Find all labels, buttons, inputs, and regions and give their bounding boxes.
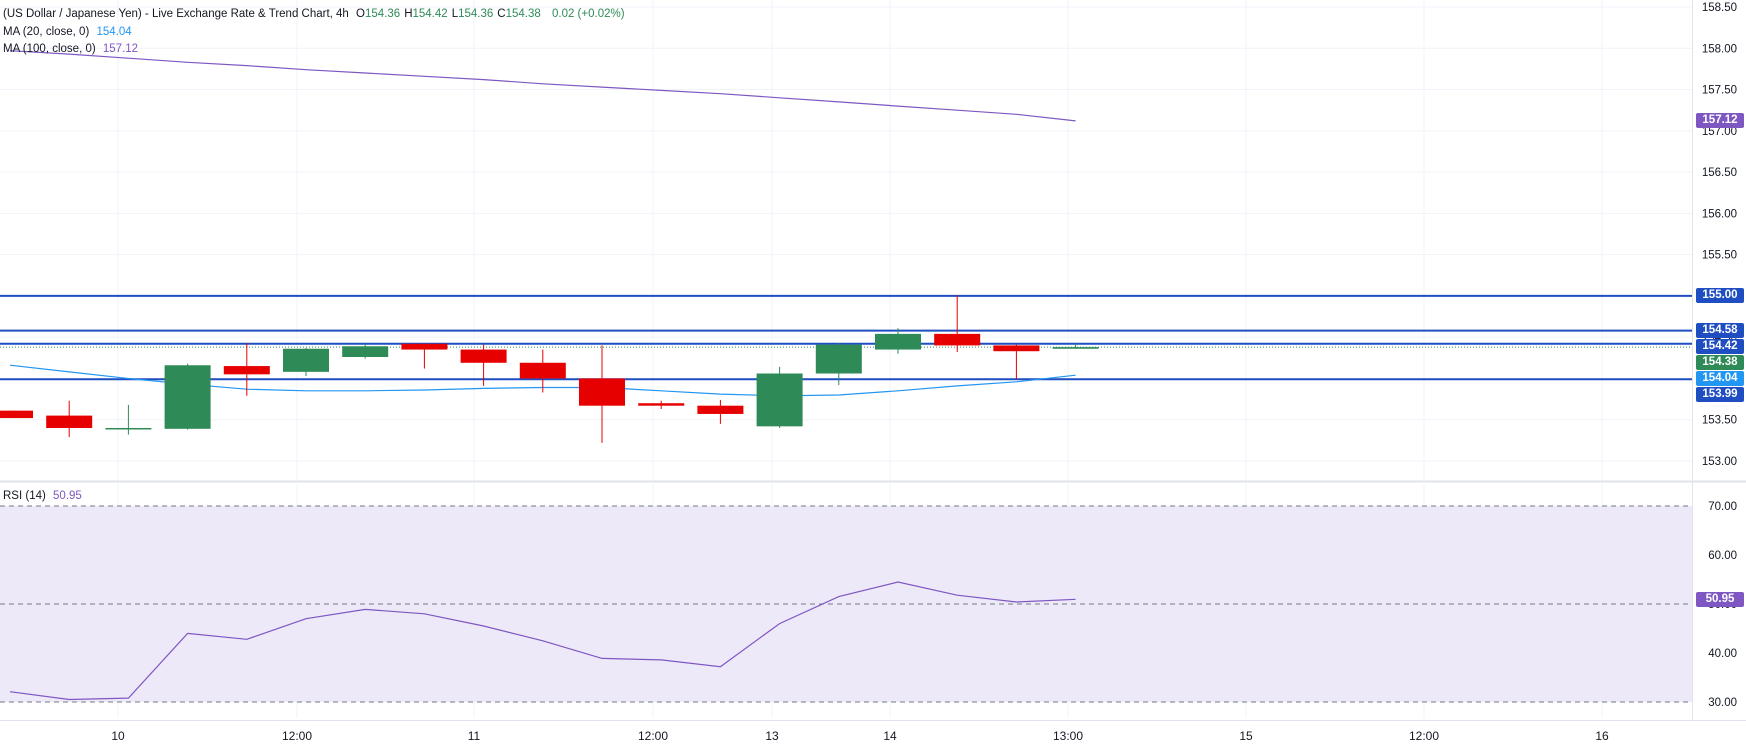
time-tick-label: 12:00 [1409, 729, 1439, 743]
time-tick-label: 13:00 [1053, 729, 1083, 743]
candle-body [638, 403, 685, 406]
ohlc-label: C [497, 8, 506, 20]
price-tag: 154.38 [1696, 355, 1744, 371]
price-tag: 153.99 [1696, 387, 1744, 403]
time-tick-label: 13 [765, 729, 779, 743]
price-tag: 154.04 [1696, 371, 1744, 387]
symbol-title: (US Dollar / Japanese Yen) - Live Exchan… [3, 8, 349, 20]
candle-body [283, 348, 329, 372]
candle-body [401, 343, 448, 350]
price-tick-label: 157.50 [1702, 85, 1737, 97]
rsi-tick-label: 60.00 [1708, 550, 1737, 562]
ohlc-value: 154.36 [365, 8, 401, 20]
price-tick-label: 157.00 [1702, 126, 1737, 138]
time-tick-label: 10 [111, 729, 125, 743]
candle-body [815, 344, 862, 374]
price-tag: 154.58 [1696, 323, 1744, 339]
ma100-line [9, 50, 1076, 122]
candle-body [875, 333, 921, 350]
candle-body [1052, 347, 1099, 349]
time-tick-label: 12:00 [638, 729, 668, 743]
ma20-label: MA (20, close, 0) [3, 26, 90, 38]
ma20-value: 154.04 [96, 26, 132, 38]
rsi-value: 50.95 [53, 490, 82, 502]
time-tick-label: 15 [1239, 729, 1253, 743]
rsi-legend[interactable]: RSI (14) 50.95 [3, 489, 86, 504]
rsi-price-tag: 50.95 [1696, 591, 1744, 607]
ohlc-value: 154.38 [505, 8, 541, 20]
candle-body [164, 365, 211, 429]
ohlc-value: 154.42 [412, 8, 448, 20]
time-tick-label: 12:00 [282, 729, 312, 743]
time-tick-label: 14 [883, 729, 897, 743]
ohlc-label: H [404, 8, 413, 20]
time-tick-label: 16 [1595, 729, 1609, 743]
candle-body [993, 345, 1040, 352]
candle-body [756, 373, 803, 427]
candle-body [519, 362, 566, 379]
price-tick-label: 156.00 [1702, 208, 1737, 220]
time-tick-label: 11 [468, 729, 481, 743]
rsi-tick-label: 70.00 [1708, 501, 1737, 513]
candle-body [579, 378, 625, 406]
candle-body [105, 427, 152, 430]
rsi-label: RSI (14) [3, 490, 46, 502]
price-tag: 157.12 [1696, 113, 1744, 129]
candle-body [342, 346, 389, 357]
price-tick-label: 158.00 [1702, 43, 1737, 55]
ohlc-value: 154.36 [458, 8, 494, 20]
candle-body [460, 349, 507, 363]
ma100-label: MA (100, close, 0) [3, 43, 96, 55]
candle-body [934, 333, 981, 346]
price-tick-label: 156.50 [1702, 167, 1737, 179]
ohlc-label: L [451, 8, 459, 20]
rsi-tick-label: 40.00 [1708, 648, 1737, 660]
rsi-tick-label: 30.00 [1708, 697, 1737, 709]
ohlc-values: O154.36 H154.42 L154.36 C154.38 [356, 8, 545, 20]
candle-body [223, 366, 270, 375]
ma100-legend[interactable]: MA (100, close, 0) 157.12 [3, 42, 142, 57]
price-tick-label: 153.50 [1702, 415, 1737, 427]
candle-body [46, 415, 93, 428]
candle-body [0, 410, 33, 419]
price-tick-label: 158.50 [1702, 2, 1737, 14]
symbol-legend: (US Dollar / Japanese Yen) - Live Exchan… [3, 7, 629, 22]
candle-body [697, 405, 744, 414]
change-value: 0.02 (+0.02%) [551, 8, 625, 20]
price-tag: 155.00 [1696, 288, 1744, 304]
ma100-value: 157.12 [102, 43, 139, 55]
price-tick-label: 153.00 [1702, 456, 1737, 468]
ma20-legend[interactable]: MA (20, close, 0) 154.04 [3, 25, 136, 40]
price-tick-label: 155.50 [1702, 250, 1737, 262]
ohlc-label: O [356, 8, 365, 20]
price-tag: 154.42 [1696, 339, 1744, 355]
rsi-line [9, 581, 1076, 701]
